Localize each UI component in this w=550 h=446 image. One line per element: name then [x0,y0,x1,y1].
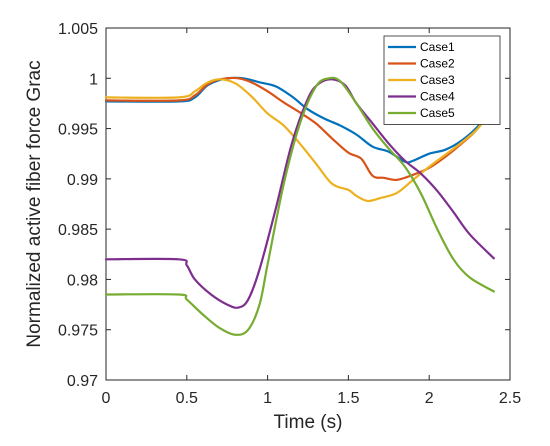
legend-label: Case5 [420,106,455,120]
legend: Case1 Case2 Case3 Case4 Case5 [383,35,501,125]
y-tick-label: 0.985 [58,222,98,239]
series-layer [104,76,495,336]
y-tick-label: 0.98 [67,272,98,289]
y-axis-label: Normalized active fiber force Grac [24,60,45,347]
y-tick-label: 0.99 [67,172,98,189]
x-tick-label: 0 [102,390,111,407]
y-tick-label: 1 [89,71,98,88]
legend-label: Case4 [420,90,455,104]
x-tick-label: 1 [263,390,272,407]
y-tick-label: 0.975 [58,323,98,340]
legend-label: Case1 [420,40,455,54]
x-tick-label: 1.5 [337,390,359,407]
series-line-case3 [104,78,495,203]
x-tick-label: 2.5 [499,390,521,407]
y-tick-label: 0.995 [58,122,98,139]
ticks-layer: 0 0.5 1 1.5 2 2.5 0.97 0.975 0.98 0.985 0.99 0.995 1… [58,21,521,407]
series-line-case4 [104,78,495,309]
x-tick-label: 0.5 [176,390,198,407]
legend-label: Case2 [420,57,455,71]
y-tick-label: 0.97 [67,373,98,390]
x-tick-label: 2 [425,390,434,407]
x-axis-label: Time (s) [274,412,343,433]
legend-label: Case3 [420,73,455,87]
series-line-case5 [104,76,495,336]
y-tick-label: 1.005 [58,21,98,38]
